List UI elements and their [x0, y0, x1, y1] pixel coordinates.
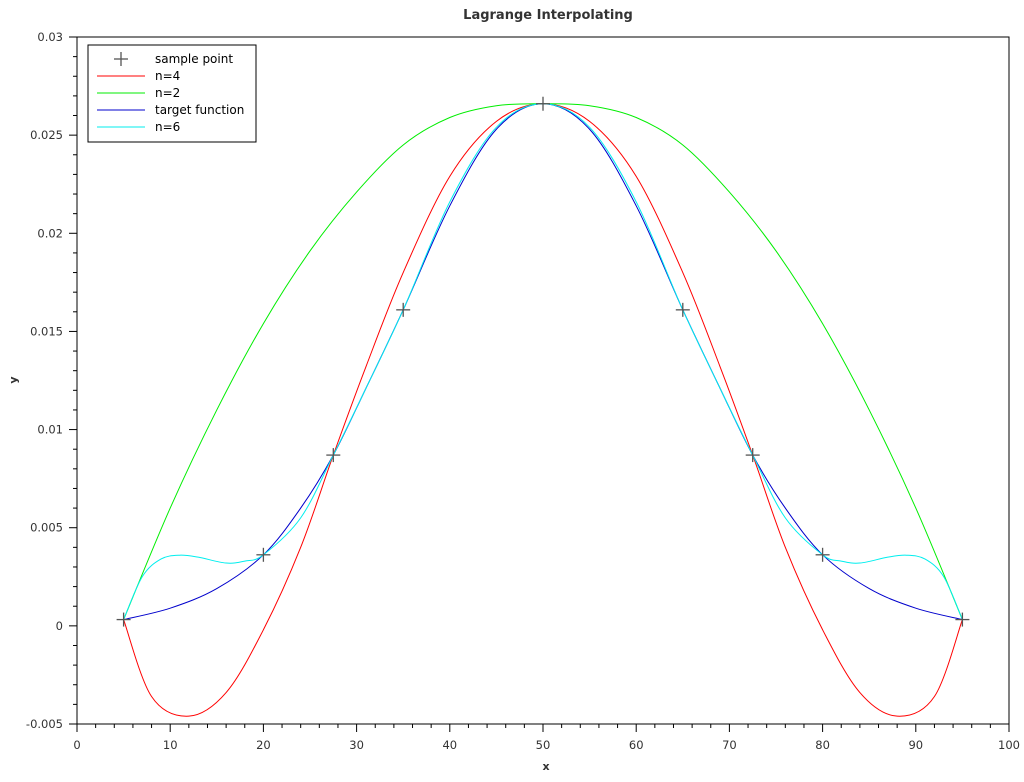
x-tick-label: 90	[908, 738, 923, 752]
legend-label: n=6	[155, 120, 180, 134]
legend-entry: n=2	[97, 86, 180, 100]
sample-point-marker	[675, 302, 690, 317]
y-tick-label: 0.015	[30, 324, 63, 338]
sample-point-marker	[955, 612, 970, 627]
sample-point-marker	[326, 448, 341, 463]
plot-area: 0 10 20 30 40 50 60 70 80 90 100 -0.005 0 0.005 0.01 0.…	[26, 30, 1020, 752]
legend-label: n=2	[155, 86, 180, 100]
y-tick-label: 0.025	[30, 128, 63, 142]
legend-entry: target function	[97, 103, 244, 117]
y-tick-label: 0	[56, 619, 63, 633]
y-tick-label: -0.005	[26, 717, 63, 731]
x-tick-label: 10	[163, 738, 178, 752]
legend-entry: n=4	[97, 69, 180, 83]
sample-point-marker	[256, 547, 271, 562]
x-tick-label: 80	[815, 738, 830, 752]
y-tick-label: 0.03	[37, 30, 63, 44]
legend: sample point n=4 n=2 target function n=6	[87, 44, 257, 143]
series-line-3	[123, 103, 963, 620]
x-tick-label: 60	[629, 738, 644, 752]
x-tick-label: 30	[349, 738, 364, 752]
sample-point-marker	[116, 612, 131, 627]
x-tick-label: 100	[998, 738, 1020, 752]
y-tick-label: 0.005	[30, 521, 63, 535]
x-tick-label: 0	[73, 738, 80, 752]
legend-entry: sample point	[114, 52, 233, 66]
legend-label: sample point	[155, 52, 233, 66]
y-tick-label: 0.02	[37, 226, 63, 240]
legend-label: n=4	[155, 69, 180, 83]
x-tick-label: 50	[536, 738, 551, 752]
y-tick-label: 0.01	[37, 423, 63, 437]
x-axis-label: x	[542, 760, 549, 773]
x-tick-label: 40	[442, 738, 457, 752]
series-line-0	[123, 103, 963, 717]
y-axis-label: y	[7, 376, 20, 383]
sample-point-marker	[536, 96, 550, 111]
x-tick-label: 20	[256, 738, 271, 752]
legend-label: target function	[155, 103, 244, 117]
x-tick-label: 70	[722, 738, 737, 752]
sample-point-marker	[815, 547, 830, 562]
legend-entry: n=6	[97, 120, 180, 134]
sample-point-marker	[396, 302, 411, 317]
sample-point-marker	[745, 448, 760, 463]
series-line-2	[123, 103, 963, 621]
series-line-1	[123, 103, 963, 620]
chart-title: Lagrange Interpolating	[463, 8, 633, 23]
